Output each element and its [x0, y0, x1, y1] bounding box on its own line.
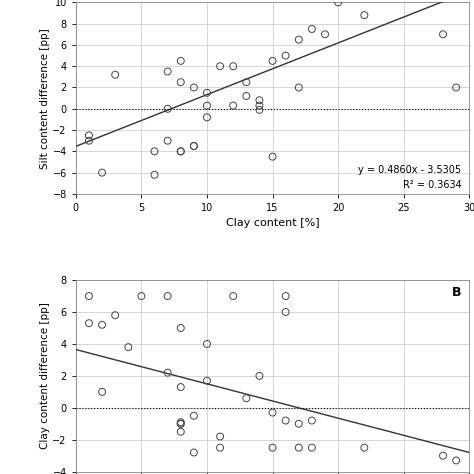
Point: [85, 132, 93, 139]
Point: [190, 449, 198, 456]
Point: [137, 292, 145, 300]
Point: [243, 394, 250, 402]
Point: [269, 57, 276, 64]
Point: [229, 63, 237, 70]
Point: [361, 11, 368, 19]
Point: [282, 308, 290, 316]
Point: [243, 78, 250, 86]
Point: [282, 52, 290, 59]
Point: [255, 102, 263, 109]
Point: [203, 113, 211, 121]
Point: [98, 321, 106, 328]
Point: [282, 417, 290, 424]
Point: [255, 372, 263, 380]
Point: [255, 106, 263, 114]
Point: [295, 84, 302, 91]
Point: [334, 0, 342, 6]
Point: [177, 147, 184, 155]
Y-axis label: Clay content difference [pp]: Clay content difference [pp]: [40, 302, 50, 449]
Point: [295, 36, 302, 44]
Point: [361, 444, 368, 451]
Point: [111, 71, 119, 79]
Point: [177, 57, 184, 64]
Point: [98, 388, 106, 396]
Point: [111, 311, 119, 319]
Point: [164, 137, 172, 145]
Point: [177, 324, 184, 332]
Point: [190, 142, 198, 150]
Point: [85, 137, 93, 145]
Point: [190, 412, 198, 419]
Point: [452, 456, 460, 464]
Point: [164, 292, 172, 300]
Point: [177, 383, 184, 391]
Point: [269, 153, 276, 161]
Point: [229, 292, 237, 300]
Point: [177, 428, 184, 436]
Point: [216, 433, 224, 440]
Point: [190, 142, 198, 150]
Point: [98, 169, 106, 176]
Point: [125, 343, 132, 351]
Point: [308, 417, 316, 424]
Point: [308, 444, 316, 451]
X-axis label: Clay content [%]: Clay content [%]: [226, 219, 319, 228]
Point: [295, 444, 302, 451]
Point: [229, 102, 237, 109]
Point: [177, 419, 184, 426]
Text: R² = 0.3634: R² = 0.3634: [402, 180, 461, 190]
Point: [177, 78, 184, 86]
Point: [203, 102, 211, 109]
Point: [452, 84, 460, 91]
Point: [203, 340, 211, 348]
Point: [216, 63, 224, 70]
Point: [203, 377, 211, 384]
Point: [269, 409, 276, 416]
Point: [177, 420, 184, 428]
Point: [243, 92, 250, 100]
Point: [321, 30, 329, 38]
Point: [308, 25, 316, 33]
Point: [151, 171, 158, 179]
Point: [255, 97, 263, 104]
Point: [164, 68, 172, 75]
Point: [295, 420, 302, 428]
Point: [177, 147, 184, 155]
Point: [164, 105, 172, 112]
Point: [269, 444, 276, 451]
Point: [164, 369, 172, 376]
Text: y = 0.4860x - 3.5305: y = 0.4860x - 3.5305: [358, 165, 461, 175]
Point: [203, 89, 211, 97]
Point: [439, 452, 447, 459]
Point: [216, 444, 224, 451]
Point: [177, 420, 184, 428]
Text: B: B: [452, 286, 461, 299]
Y-axis label: Silt content difference [pp]: Silt content difference [pp]: [40, 28, 50, 169]
Point: [85, 292, 93, 300]
Point: [190, 84, 198, 91]
Point: [439, 30, 447, 38]
Point: [151, 147, 158, 155]
Point: [282, 292, 290, 300]
Point: [85, 319, 93, 327]
